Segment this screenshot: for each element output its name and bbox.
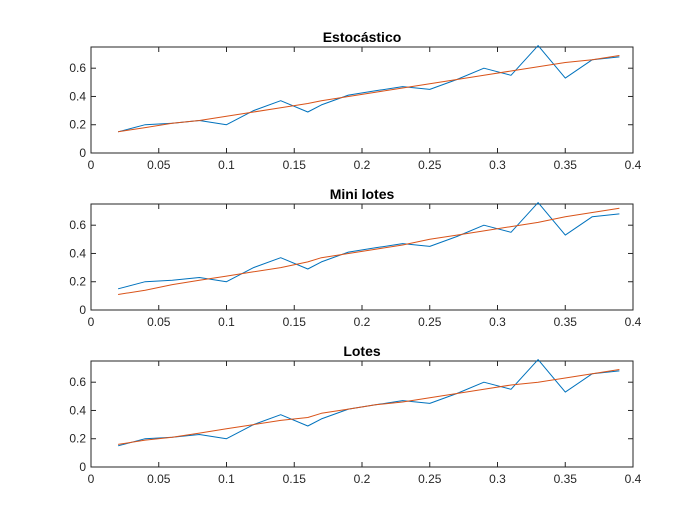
x-tick-label: 0.15 [283, 472, 307, 486]
y-tick-label: 0.4 [69, 246, 86, 260]
series-layer [117, 45, 620, 133]
x-tick-label: 0 [88, 315, 95, 329]
y-tick-label: 0.2 [69, 275, 86, 289]
x-tick-label: 0.3 [489, 158, 506, 172]
y-tick-label: 0 [79, 303, 86, 317]
y-tick-label: 0.2 [69, 118, 86, 132]
x-tick-label: 0.05 [147, 472, 171, 486]
series-layer [117, 359, 620, 447]
axes-frame [90, 46, 634, 154]
x-tick-label: 0.1 [218, 472, 235, 486]
y-tick-label: 0.4 [69, 89, 86, 103]
x-tick-label: 0 [88, 158, 95, 172]
x-tick-label: 0.25 [418, 158, 442, 172]
x-tick-label: 0.2 [354, 158, 371, 172]
x-tick-label: 0.35 [554, 158, 578, 172]
series-layer [117, 202, 620, 295]
x-tick-label: 0 [88, 472, 95, 486]
y-tick-label: 0 [79, 460, 86, 474]
x-tick-label: 0.35 [554, 472, 578, 486]
series-line-fit [118, 207, 620, 295]
y-tick-label: 0.6 [69, 218, 86, 232]
x-tick-label: 0.35 [554, 315, 578, 329]
tick-group: 0 0.05 0.1 0.15 0.2 0.25 0.3 0.35 0.4 0 0.2 0.4 0.6 [69, 361, 642, 486]
x-tick-label: 0.1 [218, 158, 235, 172]
y-tick-label: 0.6 [69, 375, 86, 389]
x-tick-label: 0.3 [489, 472, 506, 486]
x-tick-label: 0.05 [147, 158, 171, 172]
x-tick-label: 0.1 [218, 315, 235, 329]
x-tick-label: 0.4 [625, 315, 642, 329]
x-tick-label: 0.25 [418, 472, 442, 486]
x-tick-label: 0.15 [283, 158, 307, 172]
chart-title: Estocástico [323, 29, 402, 45]
x-tick-label: 0.25 [418, 315, 442, 329]
tick-group: 0 0.05 0.1 0.15 0.2 0.25 0.3 0.35 0.4 0 0.2 0.4 0.6 [69, 204, 642, 329]
x-tick-label: 0.05 [147, 315, 171, 329]
chart-title: Mini lotes [330, 186, 395, 202]
series-line-data [117, 202, 620, 290]
tick-group: 0 0.05 0.1 0.15 0.2 0.25 0.3 0.35 0.4 0 0.2 0.4 0.6 [69, 47, 642, 172]
subplot-lotes: Lotes 0 0.05 0.1 0.15 0.2 0.25 0.3 0.35 0.400.20… [69, 343, 641, 486]
subplot-mini-lotes: Mini lotes 0 0.05 0.1 0.15 0.2 0.25 0.3 0.35 0.4… [69, 186, 641, 329]
series-line-fit [118, 369, 620, 445]
axes-frame [90, 360, 634, 468]
series-line-fit [118, 55, 620, 133]
chart-title: Lotes [343, 343, 381, 359]
x-tick-label: 0.15 [283, 315, 307, 329]
subplot-estocastico: Estocástico 0 0.05 0.1 0.15 0.2 0.25 0.3 0.35 0.… [69, 29, 641, 172]
x-tick-label: 0.2 [354, 472, 371, 486]
x-tick-label: 0.4 [625, 158, 642, 172]
series-line-data [117, 45, 620, 133]
x-tick-label: 0.3 [489, 315, 506, 329]
y-tick-label: 0 [79, 146, 86, 160]
y-tick-label: 0.2 [69, 432, 86, 446]
x-tick-label: 0.4 [625, 472, 642, 486]
y-tick-label: 0.6 [69, 61, 86, 75]
y-tick-label: 0.4 [69, 403, 86, 417]
x-tick-label: 0.2 [354, 315, 371, 329]
